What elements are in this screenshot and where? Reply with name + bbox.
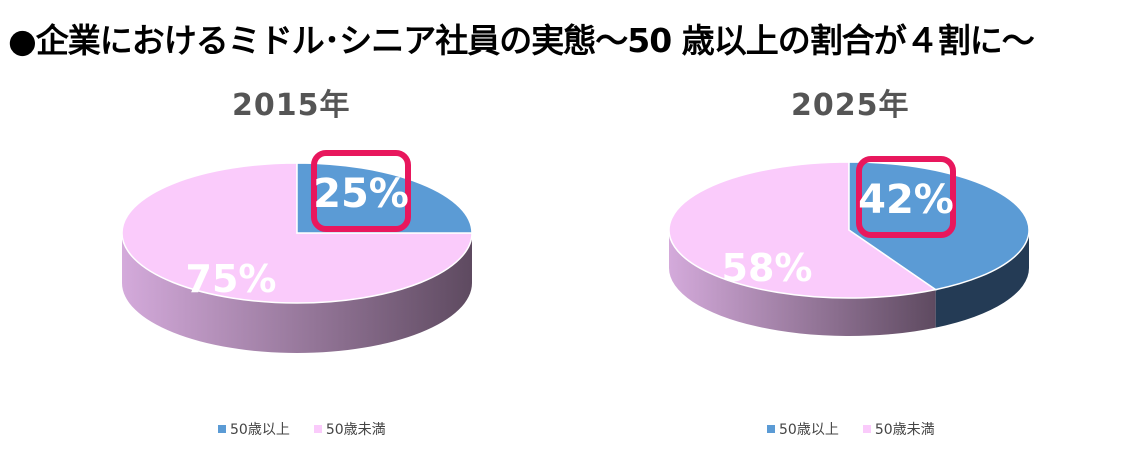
legend-label: 50歳未満 — [325, 422, 386, 438]
highlight-box — [856, 156, 956, 238]
chart-2015: 2015年 25% 75% 50歳以上 50歳未満 — [0, 70, 563, 460]
slice-side-under50 — [122, 233, 472, 353]
page-title: ●企業におけるミドル･シニア社員の実態〜50 歳以上の割合が４割に〜 — [8, 21, 1035, 60]
legend-item-under50: 50歳未満 — [862, 419, 935, 439]
legend-label: 50歳未満 — [874, 422, 935, 438]
chart-2025: 2025年 42% 58% 50歳以上 50歳未満 — [563, 70, 1126, 460]
legend-label: 50歳以上 — [779, 422, 839, 438]
legend-swatch — [862, 425, 871, 433]
slice-side-over50 — [935, 230, 1029, 328]
legend-label: 50歳以上 — [230, 422, 290, 438]
legend-item-over50: 50歳以上 — [218, 419, 290, 439]
legend-swatch — [767, 425, 775, 433]
pie-svg: 25% 75% — [121, 150, 473, 353]
slice-over50 — [296, 162, 473, 234]
chart-title: 2015年 — [232, 88, 351, 123]
highlight-box — [311, 150, 411, 232]
data-label-over50: 25% — [313, 171, 409, 217]
pie-svg: 42% 58% — [668, 156, 1030, 336]
data-label-over50: 42% — [858, 177, 954, 223]
data-label-under50: 75% — [186, 257, 277, 301]
legend-swatch — [218, 425, 226, 433]
legend: 50歳以上 50歳未満 — [767, 419, 935, 439]
legend-item-over50: 50歳以上 — [767, 419, 839, 439]
slice-under50 — [668, 161, 938, 299]
legend: 50歳以上 50歳未満 — [218, 419, 386, 439]
legend-swatch — [313, 425, 322, 433]
data-label-under50: 58% — [722, 246, 813, 290]
slice-side-under50 — [669, 230, 936, 336]
slice-over50 — [848, 161, 1030, 291]
legend-item-under50: 50歳未満 — [313, 419, 386, 439]
chart-title: 2025年 — [791, 88, 910, 123]
